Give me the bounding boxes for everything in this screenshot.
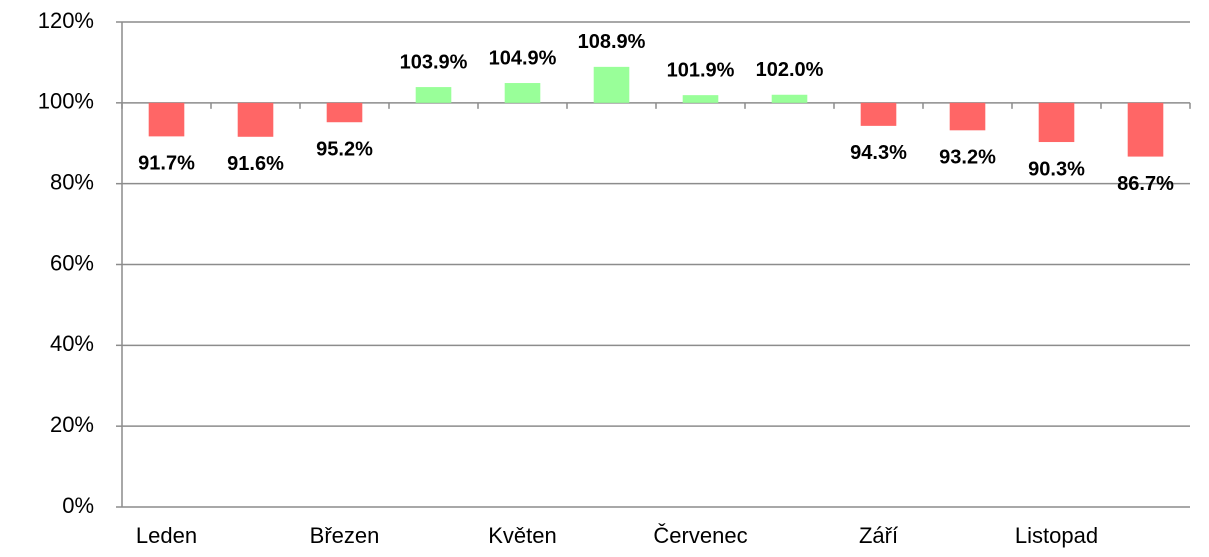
value-label: 86.7% bbox=[1117, 173, 1174, 195]
value-label: 108.9% bbox=[578, 31, 646, 53]
value-label: 104.9% bbox=[489, 47, 557, 69]
value-label: 91.7% bbox=[138, 153, 195, 175]
x-tick-label: Březen bbox=[310, 523, 380, 548]
value-label: 91.6% bbox=[227, 153, 284, 175]
bar bbox=[504, 83, 541, 103]
bar bbox=[771, 94, 808, 103]
y-tick-label: 120% bbox=[38, 8, 94, 33]
x-tick-label: Září bbox=[859, 523, 898, 548]
value-label: 102.0% bbox=[756, 59, 824, 81]
x-tick-label: Leden bbox=[136, 523, 197, 548]
y-tick-label: 60% bbox=[50, 250, 94, 275]
bar bbox=[949, 102, 986, 131]
value-label: 94.3% bbox=[850, 142, 907, 164]
y-tick-label: 20% bbox=[50, 412, 94, 437]
value-label: 101.9% bbox=[667, 59, 735, 81]
y-tick-label: 40% bbox=[50, 331, 94, 356]
value-label: 90.3% bbox=[1028, 158, 1085, 180]
bar bbox=[860, 102, 897, 126]
bar bbox=[237, 102, 274, 137]
x-tick-label: Listopad bbox=[1015, 523, 1098, 548]
bar bbox=[593, 66, 630, 103]
value-label: 93.2% bbox=[939, 147, 996, 169]
bar bbox=[415, 87, 452, 103]
bar bbox=[1127, 102, 1164, 157]
x-tick-label: Červenec bbox=[653, 523, 747, 548]
y-tick-label: 80% bbox=[50, 169, 94, 194]
value-label: 103.9% bbox=[400, 51, 468, 73]
value-label: 95.2% bbox=[316, 139, 373, 161]
y-tick-label: 100% bbox=[38, 89, 94, 114]
x-tick-label: Květen bbox=[488, 523, 557, 548]
y-tick-label: 0% bbox=[62, 493, 94, 518]
bar bbox=[148, 102, 185, 137]
bar bbox=[682, 95, 719, 103]
bar bbox=[1038, 102, 1075, 143]
bar bbox=[326, 102, 363, 123]
